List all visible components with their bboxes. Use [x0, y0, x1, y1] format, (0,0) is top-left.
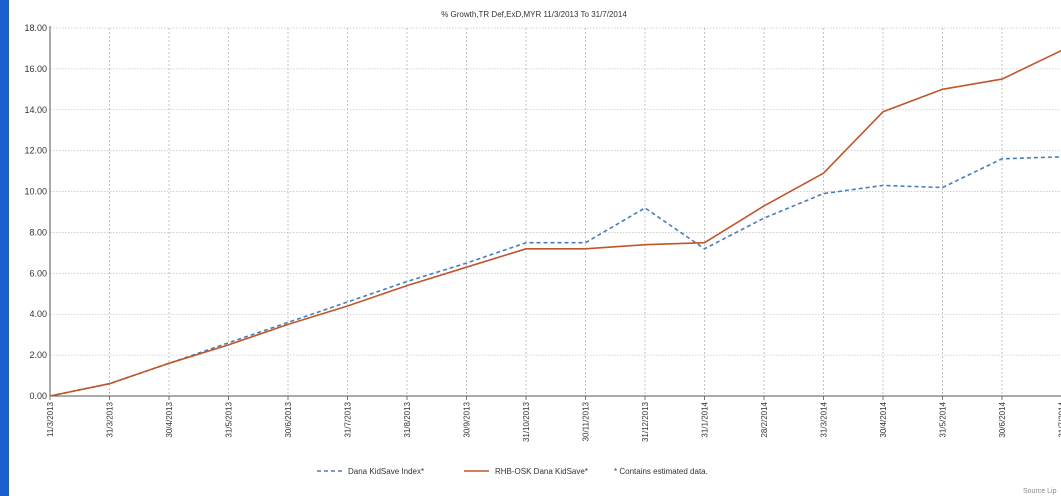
x-tick-label: 31/3/2013	[106, 401, 115, 437]
x-tick-label: 31/1/2014	[701, 401, 710, 437]
x-tick-label: 30/6/2014	[998, 401, 1007, 437]
y-tick-label: 2.00	[29, 350, 47, 360]
legend-label-index: Dana KidSave Index*	[348, 467, 424, 476]
series-line-rhb-osk-dana-kidsave	[49, 49, 1061, 397]
x-tick-label: 31/3/2014	[820, 401, 829, 437]
legend-note: * Contains estimated data.	[614, 467, 708, 476]
x-tick-label: 31/10/2013	[522, 401, 531, 442]
y-tick-label: 0.00	[29, 391, 47, 401]
y-tick-label: 16.00	[24, 64, 47, 74]
x-tick-label: 31/7/2014	[1058, 401, 1061, 437]
series-lines	[49, 49, 1061, 397]
x-tick-label: 28/2/2014	[760, 401, 769, 437]
y-tick-label: 12.00	[24, 146, 47, 156]
y-tick-label: 4.00	[29, 309, 47, 319]
grid	[50, 27, 1061, 397]
x-tick-label: 31/8/2013	[403, 401, 412, 437]
x-tick-label: 11/3/2013	[46, 401, 55, 437]
y-tick-label: 10.00	[24, 187, 47, 197]
line-chart: % Growth,TR Def,ExD,MYR 11/3/2013 To 31/…	[24, 10, 1061, 495]
x-tick-label: 31/12/2013	[641, 401, 650, 442]
y-tick-label: 8.00	[29, 227, 47, 237]
chart-title: % Growth,TR Def,ExD,MYR 11/3/2013 To 31/…	[441, 10, 627, 19]
x-tick-label: 30/9/2013	[463, 401, 472, 437]
y-tick-label: 18.00	[24, 23, 47, 33]
x-tick-label: 30/11/2013	[582, 401, 591, 441]
legend: Dana KidSave Index* RHB-OSK Dana KidSave…	[317, 467, 708, 476]
x-tick-label: 31/5/2014	[939, 401, 948, 437]
series-line-dana-kidsave-index	[49, 156, 1061, 397]
axes: 0.00 2.00 4.00 6.00 8.00 10.00 12.00 14.00 16.00…	[24, 23, 1061, 442]
x-tick-label: 30/4/2013	[165, 401, 174, 437]
x-tick-label: 30/4/2014	[879, 401, 888, 437]
x-tick-label: 30/6/2013	[284, 401, 293, 437]
y-tick-label: 14.00	[24, 105, 47, 115]
source-note: Source Lip	[1023, 488, 1057, 495]
x-tick-label: 31/5/2013	[225, 401, 234, 437]
x-tick-label: 31/7/2013	[344, 401, 353, 437]
chart-frame: % Growth,TR Def,ExD,MYR 11/3/2013 To 31/…	[9, 0, 1061, 496]
y-tick-label: 6.00	[29, 268, 47, 278]
legend-label-fund: RHB-OSK Dana KidSave*	[495, 467, 588, 476]
